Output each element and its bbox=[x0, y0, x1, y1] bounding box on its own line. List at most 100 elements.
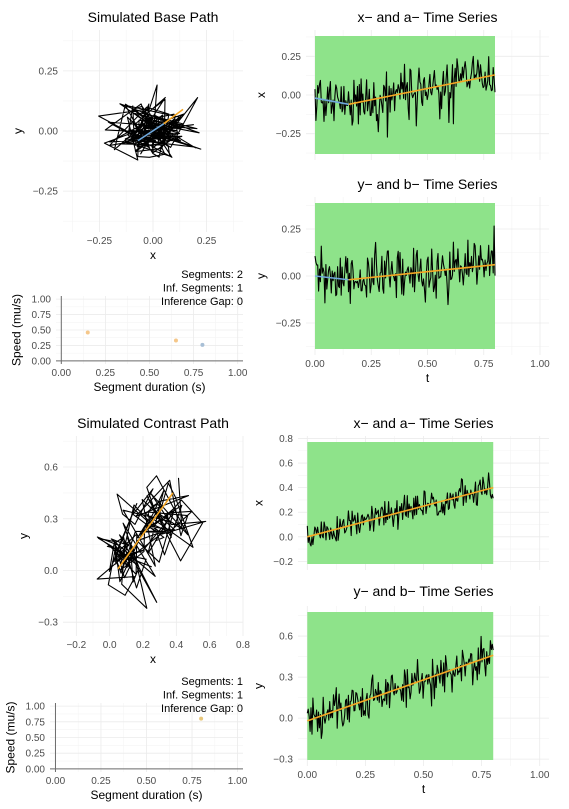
panel-title: x− and a− Time Series bbox=[353, 415, 493, 431]
y-tick-label: 0.75 bbox=[32, 310, 52, 321]
inference-segment bbox=[117, 492, 174, 570]
x-tick-label: 0.0 bbox=[103, 640, 117, 651]
x-tick-label: 0.50 bbox=[140, 368, 160, 379]
trend-segment bbox=[307, 654, 494, 722]
x-tick-label: 0.00 bbox=[52, 368, 72, 379]
y-tick-label: 0.00 bbox=[282, 91, 302, 102]
y-axis-label: y bbox=[11, 128, 25, 134]
x-tick-label: 0.50 bbox=[414, 770, 434, 781]
base-x-panel: −0.25 0.00 0.25 x x− and a− Time Series bbox=[254, 9, 549, 160]
base-path-panel: −0.25 0.00 0.25 −0.25 0.00 0.25 x y Simulated Ba… bbox=[11, 9, 243, 262]
base-y-panel: 0.00 0.25 0.50 0.75 1.00 −0.25 0.00 0.25 t y y− an… bbox=[254, 176, 550, 385]
y-tick-label: 0.6 bbox=[279, 459, 293, 470]
y-tick-label: 0.00 bbox=[39, 127, 59, 138]
annotation-text: Segments: 2 bbox=[181, 269, 243, 281]
annotation-text: Inference Gap: 0 bbox=[161, 296, 243, 308]
series-trace bbox=[314, 225, 496, 306]
panel-title: x− and a− Time Series bbox=[357, 9, 497, 25]
series-trace bbox=[314, 55, 496, 138]
y-tick-label: 0.2 bbox=[279, 508, 293, 519]
y-tick-label: −0.25 bbox=[33, 187, 59, 198]
trend-segment bbox=[307, 486, 494, 538]
x-tick-label: 0.25 bbox=[197, 236, 217, 247]
panel-title: y− and b− Time Series bbox=[353, 583, 493, 599]
x-tick-label: 0.00 bbox=[298, 770, 318, 781]
data-point bbox=[200, 342, 205, 347]
series-trace bbox=[306, 635, 494, 739]
series-trace bbox=[306, 472, 494, 547]
x-tick-label: 0.75 bbox=[182, 776, 202, 787]
y-tick-label: 0.25 bbox=[282, 52, 302, 63]
contrast-y-panel: 0.00 0.25 0.50 0.75 1.00 −0.3 0.0 0.3 0.6 t y y− an… bbox=[252, 583, 550, 796]
y-tick-label: 0.0 bbox=[279, 714, 293, 725]
x-axis-label: Segment duration (s) bbox=[93, 380, 205, 394]
trend-segment bbox=[348, 263, 496, 281]
data-point bbox=[173, 338, 178, 343]
y-tick-label: 0.00 bbox=[282, 272, 302, 283]
panel-title: y− and b− Time Series bbox=[357, 176, 497, 192]
base-speed-panel: 0.00 0.25 0.50 0.75 1.00 0.00 0.25 0.50 0.75 1.00… bbox=[10, 269, 248, 394]
data-point bbox=[199, 716, 204, 721]
inference-segment bbox=[137, 123, 165, 142]
path-trace bbox=[96, 475, 207, 609]
x-tick-label: 0.2 bbox=[136, 640, 150, 651]
x-tick-label: 0.00 bbox=[305, 359, 325, 370]
x-tick-label: 0.00 bbox=[143, 236, 163, 247]
contrast-x-panel: −0.2 0.0 0.2 0.4 0.6 0.8 x x− and a− Time Serie… bbox=[252, 415, 549, 570]
x-tick-label: 0.25 bbox=[91, 776, 111, 787]
y-tick-label: 0.6 bbox=[44, 463, 58, 474]
x-tick-label: 0.50 bbox=[418, 359, 438, 370]
x-tick-label: 0.00 bbox=[46, 776, 66, 787]
x-axis-label: x bbox=[150, 248, 156, 262]
data-point bbox=[85, 330, 90, 335]
y-tick-label: −0.25 bbox=[276, 319, 302, 330]
y-tick-label: 0.25 bbox=[39, 66, 59, 77]
x-axis-label: t bbox=[422, 782, 426, 796]
y-axis-label: Speed (mu/s) bbox=[10, 294, 24, 366]
y-axis-label: Speed (mu/s) bbox=[4, 701, 18, 773]
x-tick-label: 1.00 bbox=[530, 770, 550, 781]
time-band bbox=[307, 612, 494, 760]
y-axis-label: y bbox=[254, 273, 268, 279]
y-axis-label: x bbox=[254, 92, 268, 98]
y-tick-label: −0.3 bbox=[273, 755, 293, 766]
contrast-path-panel: −0.2 0.0 0.2 0.4 0.6 0.8 −0.3 0.0 0.3 0.6 x y Simula… bbox=[17, 415, 251, 666]
x-tick-label: 0.4 bbox=[169, 640, 183, 651]
y-tick-label: −0.3 bbox=[38, 618, 58, 629]
time-band bbox=[307, 442, 494, 564]
contrast-speed-panel: 0.00 0.25 0.50 0.75 1.00 0.00 0.25 0.50 0.75 1.00… bbox=[4, 676, 248, 802]
x-tick-label: −0.25 bbox=[87, 236, 113, 247]
y-tick-label: 0.25 bbox=[282, 224, 302, 235]
y-tick-label: 0.4 bbox=[279, 483, 293, 494]
trend-segment bbox=[314, 97, 349, 106]
y-tick-label: 0.25 bbox=[26, 749, 46, 760]
x-axis-label: Segment duration (s) bbox=[90, 788, 202, 802]
x-tick-label: 0.25 bbox=[362, 359, 382, 370]
y-tick-label: 0.25 bbox=[32, 341, 52, 352]
x-tick-label: 0.6 bbox=[203, 640, 217, 651]
x-axis-label: t bbox=[426, 371, 430, 385]
x-tick-label: 0.75 bbox=[472, 770, 492, 781]
y-tick-label: −0.2 bbox=[273, 557, 293, 568]
trend-segment bbox=[348, 74, 496, 106]
y-tick-label: 0.3 bbox=[279, 673, 293, 684]
x-tick-label: 0.50 bbox=[137, 776, 157, 787]
y-tick-label: 0.0 bbox=[279, 532, 293, 543]
y-tick-label: 0.6 bbox=[279, 632, 293, 643]
y-tick-label: 0.75 bbox=[26, 717, 46, 728]
y-tick-label: 0.3 bbox=[44, 514, 58, 525]
x-tick-label: 1.00 bbox=[228, 776, 248, 787]
x-tick-label: 0.75 bbox=[184, 368, 204, 379]
inference-segment bbox=[163, 108, 184, 125]
annotation-text: Inf. Segments: 1 bbox=[163, 690, 243, 702]
x-tick-label: 0.8 bbox=[236, 640, 250, 651]
y-tick-label: 0.0 bbox=[44, 566, 58, 577]
panel-title: Simulated Base Path bbox=[88, 9, 219, 25]
y-tick-label: 0.50 bbox=[32, 326, 52, 337]
annotation-text: Inference Gap: 0 bbox=[161, 703, 243, 715]
panel-title: Simulated Contrast Path bbox=[77, 415, 229, 431]
y-tick-label: 0.50 bbox=[26, 733, 46, 744]
path-trace bbox=[98, 84, 202, 161]
y-axis-label: y bbox=[252, 683, 266, 689]
